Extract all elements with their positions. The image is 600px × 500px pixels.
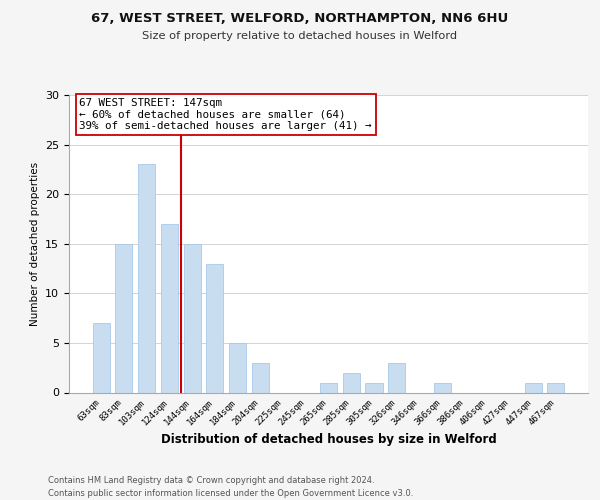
Bar	[206, 264, 223, 392]
Y-axis label: Number of detached properties: Number of detached properties	[29, 162, 40, 326]
X-axis label: Distribution of detached houses by size in Welford: Distribution of detached houses by size …	[161, 434, 496, 446]
Bar	[92, 323, 110, 392]
Bar	[184, 244, 200, 392]
Bar	[365, 382, 383, 392]
Bar	[524, 382, 542, 392]
Bar	[434, 382, 451, 392]
Bar	[161, 224, 178, 392]
Bar	[388, 363, 405, 392]
Text: Size of property relative to detached houses in Welford: Size of property relative to detached ho…	[142, 31, 458, 41]
Bar	[320, 382, 337, 392]
Bar	[547, 382, 565, 392]
Text: Contains HM Land Registry data © Crown copyright and database right 2024.: Contains HM Land Registry data © Crown c…	[48, 476, 374, 485]
Text: Contains public sector information licensed under the Open Government Licence v3: Contains public sector information licen…	[48, 489, 413, 498]
Text: 67, WEST STREET, WELFORD, NORTHAMPTON, NN6 6HU: 67, WEST STREET, WELFORD, NORTHAMPTON, N…	[91, 12, 509, 26]
Bar	[252, 363, 269, 392]
Bar	[343, 372, 360, 392]
Text: 67 WEST STREET: 147sqm
← 60% of detached houses are smaller (64)
39% of semi-det: 67 WEST STREET: 147sqm ← 60% of detached…	[79, 98, 372, 131]
Bar	[138, 164, 155, 392]
Bar	[229, 343, 246, 392]
Bar	[115, 244, 133, 392]
